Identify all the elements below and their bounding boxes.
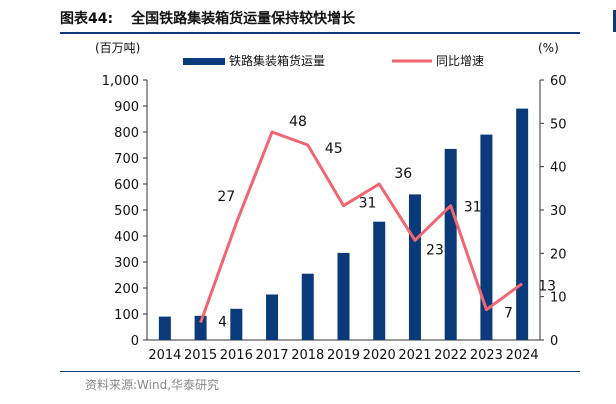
bar xyxy=(444,148,457,340)
figure-title-text: 全国铁路集装箱货运量保持较快增长 xyxy=(131,11,356,27)
line-data-label: 31 xyxy=(464,200,482,216)
right-tick-label: 60 xyxy=(550,74,567,89)
x-tick-label: 2021 xyxy=(398,348,431,363)
right-tick-label: 30 xyxy=(550,204,567,219)
left-tick-label: 400 xyxy=(114,230,139,245)
x-tick-label: 2017 xyxy=(255,348,288,363)
x-tick-label: 2020 xyxy=(363,348,396,363)
bar xyxy=(337,252,350,340)
x-tick-label: 2019 xyxy=(327,348,360,363)
x-tick-label: 2018 xyxy=(291,348,324,363)
right-tick-label: 0 xyxy=(550,334,558,349)
left-tick-label: 0 xyxy=(131,334,139,349)
legend-bar-label: 铁路集装箱货运量 xyxy=(229,53,325,68)
bar xyxy=(480,134,493,340)
right-tick-label: 20 xyxy=(550,247,567,262)
x-tick-label: 2023 xyxy=(470,348,503,363)
line-data-label: 4 xyxy=(218,315,227,331)
line-data-label: 36 xyxy=(394,166,412,182)
x-tick-label: 2015 xyxy=(184,348,217,363)
bar xyxy=(194,315,207,340)
growth-line xyxy=(199,130,524,324)
line-data-label: 7 xyxy=(504,306,513,322)
x-tick-label: 2014 xyxy=(148,348,181,363)
line-data-label: 23 xyxy=(426,242,444,258)
bar xyxy=(266,294,279,340)
left-tick-label: 1,000 xyxy=(102,74,139,89)
left-tick-label: 300 xyxy=(114,256,139,271)
bar xyxy=(373,221,386,340)
x-tick-label: 2016 xyxy=(220,348,253,363)
bar xyxy=(408,194,421,340)
x-tick-label: 2022 xyxy=(434,348,467,363)
line-data-label: 27 xyxy=(217,189,235,205)
figure-number: 图表44: xyxy=(60,11,114,27)
line-data-label: 13 xyxy=(538,279,556,295)
figure-title: 图表44: 全国铁路集装箱货运量保持较快增长 xyxy=(60,8,355,28)
source-rule xyxy=(60,371,580,372)
bar xyxy=(301,273,314,340)
line-data-label: 48 xyxy=(289,114,307,130)
left-tick-label: 800 xyxy=(114,126,139,141)
right-axis-unit: (%) xyxy=(538,41,559,55)
legend-bar-swatch xyxy=(183,58,225,65)
bar xyxy=(516,108,529,340)
legend-line-label: 同比增速 xyxy=(436,54,484,68)
source-note: 资料来源:Wind,华泰研究 xyxy=(85,378,220,392)
right-tick-label: 10 xyxy=(550,291,567,306)
bar xyxy=(230,308,243,340)
bar xyxy=(158,316,171,340)
title-rule xyxy=(60,32,580,34)
left-tick-label: 900 xyxy=(114,100,139,115)
line-data-label: 31 xyxy=(359,196,377,212)
right-tick-label: 40 xyxy=(550,161,567,176)
line-data-label: 45 xyxy=(325,141,343,157)
right-tick-label: 50 xyxy=(550,117,567,132)
left-tick-label: 200 xyxy=(114,282,139,297)
x-tick-label: 2024 xyxy=(506,348,539,363)
left-axis-unit: (百万吨) xyxy=(95,41,140,55)
left-tick-label: 500 xyxy=(114,204,139,219)
left-tick-label: 700 xyxy=(114,152,139,167)
left-tick-label: 100 xyxy=(114,308,139,323)
left-tick-label: 600 xyxy=(114,178,139,193)
adjacent-figure-edge xyxy=(613,10,616,32)
